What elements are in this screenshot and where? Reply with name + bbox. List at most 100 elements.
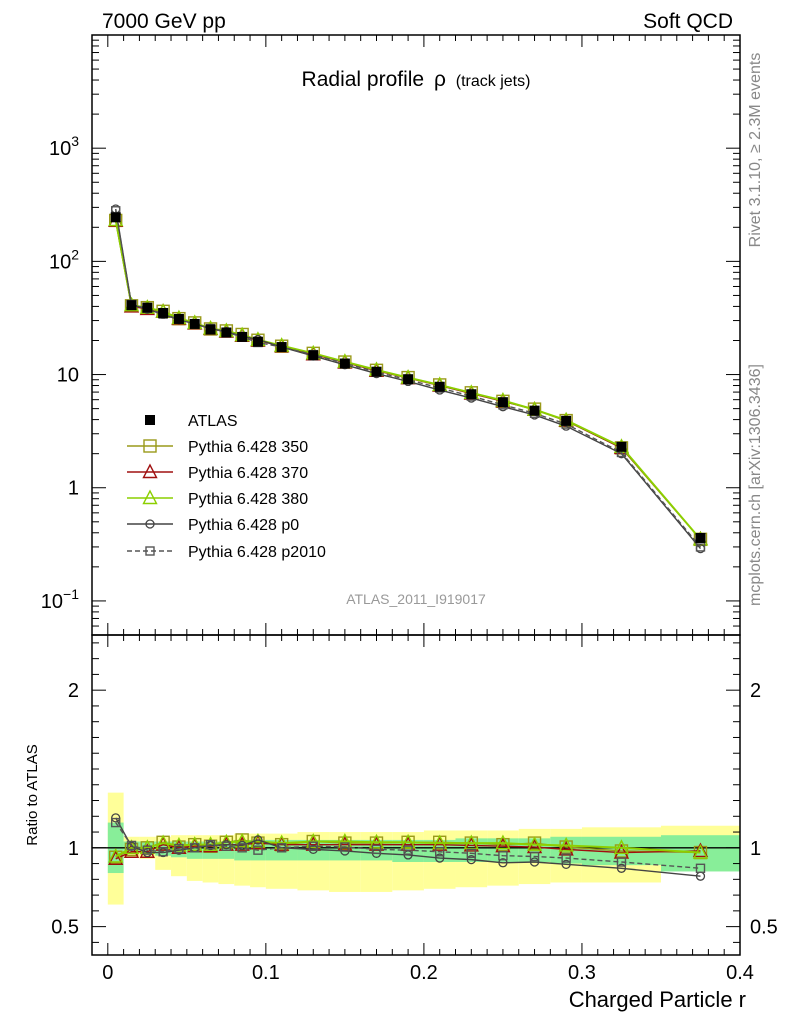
series-4-ratio-point bbox=[371, 844, 382, 855]
data-point bbox=[529, 405, 540, 416]
series-2-ratio-point bbox=[305, 832, 321, 848]
series-3-ratio-point bbox=[253, 835, 263, 845]
y-tick-label: 103 bbox=[49, 133, 79, 160]
series-3-ratio-line bbox=[115, 817, 701, 877]
ratio-panel: 0 0.1 0.2 0.3 0.4 0.5 0.5 1 1 2 2 Ratio to ATLAS bbox=[24, 634, 778, 984]
legend-data-marker bbox=[145, 415, 155, 425]
chart-title-main: Radial profile bbox=[302, 68, 425, 91]
header-left: 7000 GeV pp bbox=[102, 10, 226, 33]
data-point bbox=[695, 532, 706, 543]
series-1-ratio-point bbox=[558, 840, 574, 856]
legend-marker-3 bbox=[145, 519, 155, 529]
ratio-y-tick-label: 2 bbox=[68, 680, 79, 702]
x-tick-label: 0.3 bbox=[568, 962, 596, 984]
series-4-ratio-line bbox=[115, 822, 701, 869]
series-1-ratio-point bbox=[123, 843, 140, 858]
x-axis-label: Charged Particle r bbox=[569, 987, 746, 1012]
chart-title: Radial profile ρ (track jets) bbox=[302, 68, 531, 91]
series-4-ratio-point bbox=[403, 845, 413, 855]
legend-label-3: Pythia 6.428 p0 bbox=[188, 517, 299, 534]
data-point bbox=[339, 358, 350, 369]
y-tick-label: 10−1 bbox=[41, 586, 79, 613]
series-2-ratio-point bbox=[526, 836, 543, 851]
series-3-ratio-point bbox=[616, 863, 627, 873]
y-tick-label-base: 10 bbox=[41, 591, 63, 613]
analysis-label: ATLAS_2011_I919017 bbox=[346, 591, 486, 607]
series-1-ratio-point bbox=[692, 842, 709, 858]
data-point bbox=[205, 324, 216, 335]
series-2-ratio-line bbox=[115, 840, 701, 858]
chart-title-sub: (track jets) bbox=[456, 73, 531, 90]
series-3-ratio-point bbox=[111, 813, 121, 823]
legend-marker-1 bbox=[142, 463, 158, 479]
series-2-ratio-point bbox=[400, 833, 416, 849]
y-tick-label-exponent: 2 bbox=[71, 246, 79, 262]
y-tick-label-base: 10 bbox=[49, 138, 71, 160]
y-tick-label-exponent: −1 bbox=[63, 586, 79, 602]
series-4-ratio-point bbox=[126, 840, 137, 851]
data-point bbox=[497, 397, 508, 408]
series-4-ratio-point bbox=[221, 841, 232, 851]
series-2-ratio-point bbox=[558, 836, 574, 852]
header-right: Soft QCD bbox=[643, 10, 733, 33]
data-point bbox=[308, 350, 319, 361]
data-point bbox=[561, 415, 572, 426]
data-point bbox=[189, 318, 200, 329]
data-point bbox=[252, 336, 263, 347]
series-4-ratio-point bbox=[498, 850, 508, 861]
series-4-ratio-point bbox=[276, 843, 287, 853]
ratio-y-tick-label: 0.5 bbox=[51, 917, 79, 939]
data-point bbox=[173, 313, 184, 324]
ratio-y-tick-label-right: 1 bbox=[750, 838, 761, 860]
data-point bbox=[142, 302, 153, 313]
ratio-band-green bbox=[455, 838, 488, 862]
series-4-ratio-point bbox=[466, 848, 477, 859]
y-tick-label: 102 bbox=[49, 246, 79, 273]
ratio-y-tick-label-right: 2 bbox=[750, 680, 761, 702]
series-2-ratio-point bbox=[108, 847, 124, 863]
series-3-ratio-point bbox=[498, 858, 508, 868]
series-1-ratio-point bbox=[337, 836, 353, 851]
data-point bbox=[434, 381, 445, 392]
series-1-ratio-line bbox=[115, 842, 701, 860]
series-4-ratio-point bbox=[237, 843, 247, 853]
x-tick-label: 0 bbox=[102, 962, 113, 984]
series-2-ratio-point bbox=[368, 833, 385, 849]
series-4-ratio-point bbox=[616, 857, 627, 867]
legend: ATLAS Pythia 6.428 350 Pythia 6.428 370 Pyt… bbox=[127, 413, 326, 561]
series-4-ratio-point bbox=[253, 845, 263, 855]
legend-label-4: Pythia 6.428 p2010 bbox=[188, 544, 326, 561]
x-tick-label: 0.2 bbox=[410, 962, 438, 984]
legend-label-1: Pythia 6.428 370 bbox=[188, 465, 308, 482]
data-point bbox=[616, 441, 627, 452]
series-3-ratio-point bbox=[561, 859, 571, 870]
chart-title-symbol: ρ bbox=[434, 68, 446, 91]
x-tick-label: 0.1 bbox=[252, 962, 280, 984]
legend-label-2: Pythia 6.428 380 bbox=[188, 491, 308, 508]
series-1-ratio-point bbox=[463, 836, 479, 852]
y-tick-label-exponent: 3 bbox=[71, 133, 79, 149]
rivet-label: Rivet 3.1.10, ≥ 2.3M events bbox=[747, 53, 764, 248]
ratio-y-tick-label-right: 0.5 bbox=[750, 917, 778, 939]
legend-label-0: Pythia 6.428 350 bbox=[188, 439, 308, 456]
y-tick-label: 10 bbox=[57, 365, 79, 387]
series-2-ratio-point bbox=[274, 834, 290, 850]
series-4-line bbox=[115, 210, 702, 548]
legend-marker-0 bbox=[143, 439, 157, 453]
series-4-ratio-point bbox=[308, 841, 318, 851]
data-point bbox=[276, 342, 287, 353]
data-point bbox=[403, 374, 414, 385]
series-4-ratio-point bbox=[111, 817, 121, 828]
data-point bbox=[221, 327, 232, 338]
ratio-band-green bbox=[660, 835, 740, 872]
series-4-ratio-point bbox=[340, 842, 350, 852]
series-2-ratio-point bbox=[234, 832, 250, 848]
legend-label-data: ATLAS bbox=[188, 413, 238, 430]
series-4-ratio-point bbox=[142, 845, 153, 855]
mcplots-label: mcplots.cern.ch [arXiv:1306.3436] bbox=[747, 364, 764, 606]
legend-marker-4 bbox=[145, 546, 155, 556]
series-3-ratio-point bbox=[435, 853, 445, 863]
series-4-ratio-point bbox=[561, 853, 571, 863]
